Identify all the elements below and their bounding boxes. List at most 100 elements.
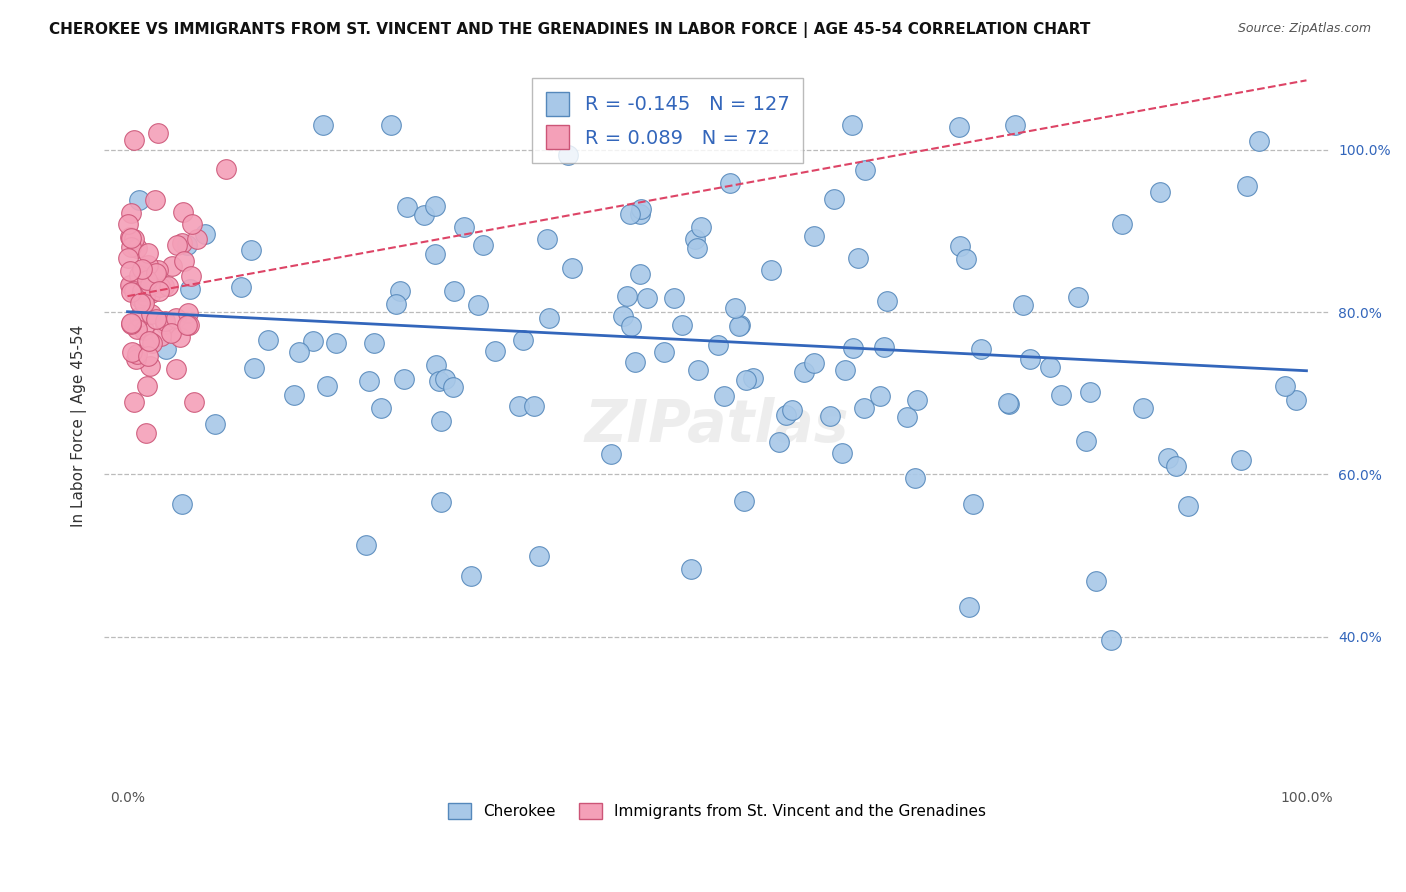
Point	[412, 208, 434, 222]
Point	[628, 267, 651, 281]
Point	[129, 295, 152, 310]
Point	[128, 193, 150, 207]
Point	[242, 361, 264, 376]
Point	[997, 395, 1019, 409]
Point	[127, 241, 149, 255]
Point	[117, 217, 139, 231]
Point	[122, 133, 145, 147]
Point	[204, 417, 226, 431]
Point	[441, 380, 464, 394]
Point	[728, 318, 751, 332]
Text: Source: ZipAtlas.com: Source: ZipAtlas.com	[1237, 22, 1371, 36]
Point	[1132, 401, 1154, 416]
Point	[169, 330, 191, 344]
Point	[536, 232, 558, 246]
Point	[121, 344, 143, 359]
Point	[1038, 359, 1060, 374]
Point	[905, 392, 928, 407]
Point	[834, 363, 856, 377]
Point	[363, 335, 385, 350]
Point	[896, 410, 918, 425]
Point	[1284, 393, 1306, 408]
Point	[1080, 385, 1102, 400]
Point	[904, 471, 927, 485]
Point	[134, 289, 156, 303]
Point	[512, 333, 534, 347]
Point	[706, 338, 728, 352]
Point	[153, 278, 176, 293]
Point	[125, 351, 148, 366]
Point	[427, 374, 450, 388]
Point	[155, 343, 177, 357]
Point	[628, 207, 651, 221]
Point	[430, 414, 453, 428]
Point	[128, 310, 150, 324]
Point	[561, 260, 583, 275]
Point	[537, 310, 560, 325]
Point	[370, 401, 392, 415]
Point	[354, 537, 377, 551]
Point	[671, 318, 693, 332]
Point	[139, 286, 162, 301]
Point	[135, 282, 157, 296]
Point	[385, 296, 408, 310]
Point	[620, 318, 643, 333]
Point	[681, 562, 703, 576]
Point	[120, 206, 142, 220]
Point	[159, 326, 181, 340]
Point	[165, 311, 187, 326]
Point	[139, 306, 162, 320]
Point	[180, 268, 202, 283]
Point	[962, 497, 984, 511]
Point	[686, 242, 709, 256]
Point	[831, 445, 853, 459]
Point	[160, 260, 183, 274]
Point	[127, 322, 149, 336]
Point	[1004, 119, 1026, 133]
Point	[1050, 388, 1073, 402]
Point	[215, 161, 238, 176]
Text: ZIPatlas: ZIPatlas	[585, 397, 849, 454]
Point	[423, 199, 446, 213]
Point	[1236, 179, 1258, 194]
Point	[136, 258, 159, 272]
Point	[433, 372, 456, 386]
Point	[1067, 290, 1090, 304]
Point	[775, 408, 797, 422]
Point	[1247, 134, 1270, 148]
Point	[186, 232, 208, 246]
Point	[180, 218, 202, 232]
Point	[315, 379, 337, 393]
Point	[619, 207, 641, 221]
Point	[1018, 351, 1040, 366]
Point	[136, 349, 159, 363]
Point	[768, 434, 790, 449]
Point	[231, 280, 253, 294]
Point	[136, 379, 159, 393]
Point	[1074, 434, 1097, 449]
Point	[842, 341, 865, 355]
Point	[662, 291, 685, 305]
Point	[612, 310, 634, 324]
Point	[394, 372, 416, 386]
Point	[735, 373, 758, 387]
Point	[177, 306, 200, 320]
Point	[257, 333, 280, 347]
Point	[136, 245, 159, 260]
Point	[846, 251, 869, 265]
Point	[876, 293, 898, 308]
Point	[131, 284, 153, 298]
Point	[166, 237, 188, 252]
Point	[997, 397, 1019, 411]
Point	[467, 298, 489, 312]
Point	[157, 278, 180, 293]
Point	[139, 277, 162, 292]
Point	[132, 295, 155, 310]
Point	[1230, 452, 1253, 467]
Point	[690, 219, 713, 234]
Point	[150, 328, 173, 343]
Point	[132, 323, 155, 337]
Point	[122, 231, 145, 245]
Point	[1099, 632, 1122, 647]
Point	[170, 236, 193, 251]
